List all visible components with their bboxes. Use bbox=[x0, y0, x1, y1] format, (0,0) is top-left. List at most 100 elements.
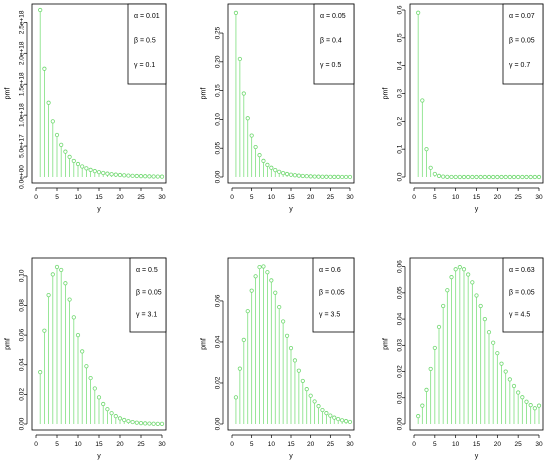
pmf-point bbox=[347, 174, 353, 180]
pmf-point bbox=[324, 411, 329, 416]
pmf-point bbox=[486, 174, 492, 180]
x-tick-label: 30 bbox=[535, 194, 543, 201]
legend-box bbox=[502, 257, 544, 333]
pmf-point bbox=[312, 174, 317, 179]
y-tick-label: 0.05 bbox=[215, 141, 222, 154]
y-tick-label: 0.6 bbox=[397, 5, 404, 14]
chart-panel-1: 0 5 10 15 20 25 30 0.0e+00 5.0e+17 1.0e+18 1.5e+18… bbox=[5, 3, 167, 213]
pmf-point bbox=[233, 10, 239, 15]
pmf-point bbox=[528, 174, 533, 180]
y-tick-label: 0.00 bbox=[397, 417, 404, 430]
pmf-point bbox=[281, 319, 286, 324]
pmf-point bbox=[159, 174, 165, 179]
pmf-point bbox=[457, 265, 462, 270]
pmf-point bbox=[296, 173, 301, 178]
pmf-point bbox=[316, 404, 321, 409]
pmf-point bbox=[292, 358, 298, 363]
x-tick-label: 0 bbox=[230, 441, 234, 448]
x-tick-label: 15 bbox=[95, 194, 103, 201]
pmf-point bbox=[113, 414, 118, 419]
pmf-point bbox=[284, 171, 290, 177]
pmf-point bbox=[143, 174, 148, 179]
pmf-point bbox=[257, 264, 262, 270]
pmf-point bbox=[300, 173, 305, 179]
pmf-point bbox=[436, 324, 442, 330]
pmf-point bbox=[138, 421, 144, 426]
y-tick-label: 0.00 bbox=[215, 417, 222, 430]
plot-frame bbox=[31, 3, 167, 184]
pmf-point bbox=[101, 401, 106, 407]
pmf-point bbox=[67, 154, 72, 159]
pmf-point bbox=[159, 421, 165, 426]
y-tick-label: 0.05 bbox=[397, 286, 404, 299]
pmf-point bbox=[343, 174, 349, 180]
pmf-point bbox=[424, 387, 429, 393]
pmf-point bbox=[449, 275, 454, 280]
x-tick-label: 15 bbox=[287, 441, 295, 448]
legend-entry: α = 0.6 bbox=[319, 267, 341, 274]
pmf-point bbox=[436, 173, 442, 178]
y-tick-label: 0.10 bbox=[19, 269, 26, 282]
pmf-point bbox=[109, 172, 114, 177]
pmf-point bbox=[138, 174, 144, 179]
x-tick-label: 25 bbox=[515, 194, 523, 201]
pmf-point bbox=[304, 387, 309, 392]
pmf-point bbox=[67, 297, 72, 302]
y-tick-label: 2.5e+18 bbox=[19, 10, 26, 34]
pmf-point bbox=[474, 174, 479, 180]
y-tick-label: 1.5e+18 bbox=[19, 72, 26, 96]
pmf-point bbox=[503, 369, 508, 374]
x-tick-label: 10 bbox=[452, 194, 460, 201]
y-axis-label: pmf bbox=[201, 338, 208, 350]
x-axis-label: y bbox=[289, 206, 293, 213]
pmf-point bbox=[269, 165, 274, 170]
legend-entry: α = 0.07 bbox=[509, 13, 535, 20]
x-tick-label: 5 bbox=[55, 441, 59, 448]
pmf-point bbox=[332, 415, 337, 420]
pmf-point bbox=[277, 169, 282, 174]
pmf-point bbox=[117, 172, 123, 178]
pmf-point bbox=[281, 170, 286, 176]
pmf-point bbox=[320, 407, 325, 413]
pmf-point bbox=[253, 274, 258, 279]
x-tick-label: 5 bbox=[250, 441, 254, 448]
pmf-point bbox=[50, 272, 55, 277]
x-tick-label: 15 bbox=[95, 441, 103, 448]
y-tick-label: 0.20 bbox=[215, 55, 222, 68]
pmf-point bbox=[75, 333, 81, 338]
x-tick-label: 25 bbox=[137, 194, 145, 201]
pmf-point bbox=[340, 418, 345, 423]
pmf-point bbox=[237, 56, 242, 62]
legend-entry: γ = 0.1 bbox=[134, 62, 155, 69]
y-tick-label: 0.5 bbox=[397, 33, 404, 42]
pmf-point bbox=[71, 158, 76, 164]
pmf-point bbox=[117, 416, 123, 421]
pmf-point bbox=[445, 174, 450, 179]
x-tick-label: 10 bbox=[74, 194, 82, 201]
pmf-point bbox=[147, 421, 152, 426]
pmf-point bbox=[296, 368, 301, 373]
pmf-point bbox=[507, 377, 512, 382]
pmf-point bbox=[316, 174, 321, 179]
pmf-point bbox=[420, 98, 425, 103]
legend-entry: α = 0.01 bbox=[134, 13, 160, 20]
plot-frame bbox=[227, 257, 355, 431]
pmf-point bbox=[524, 174, 529, 180]
pmf-point bbox=[304, 174, 309, 179]
pmf-point bbox=[288, 346, 294, 351]
legend-entry: α = 0.05 bbox=[320, 13, 346, 20]
x-tick-label: 25 bbox=[327, 194, 335, 201]
y-axis-label: pmf bbox=[383, 88, 390, 100]
x-tick-label: 5 bbox=[433, 441, 437, 448]
legend-entry: α = 0.63 bbox=[509, 267, 535, 274]
legend-entry: α = 0.5 bbox=[136, 267, 158, 274]
pmf-point bbox=[249, 288, 254, 293]
y-tick-label: 0.06 bbox=[19, 328, 26, 341]
pmf-point bbox=[151, 174, 156, 179]
pmf-point bbox=[80, 164, 85, 169]
x-tick-label: 25 bbox=[327, 441, 335, 448]
x-axis-label: y bbox=[97, 453, 101, 460]
x-tick-label: 20 bbox=[494, 441, 502, 448]
pmf-point bbox=[328, 174, 333, 179]
pmf-point bbox=[495, 351, 500, 356]
